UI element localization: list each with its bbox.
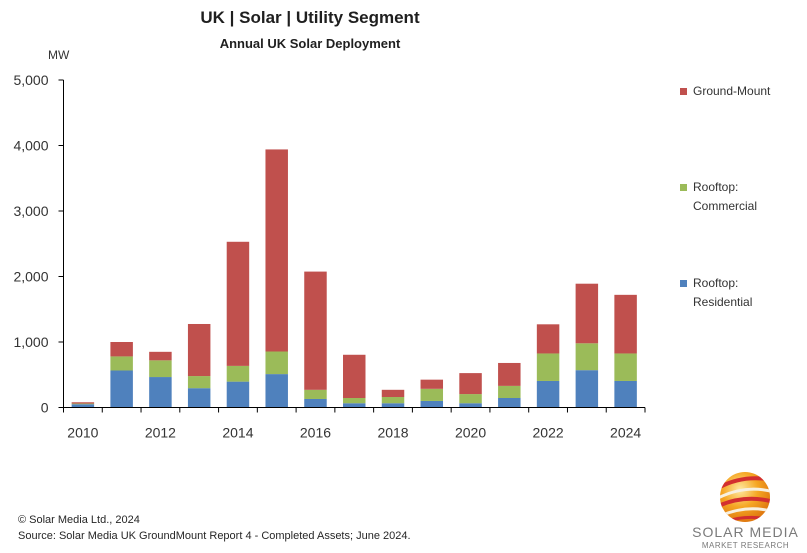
bar-rooftop-residential-2014 bbox=[226, 381, 250, 408]
x-tick-label-2024: 2024 bbox=[610, 425, 641, 441]
legend-label: Rooftop: bbox=[693, 180, 739, 194]
legend-item-rooftop-commercial: Rooftop: Commercial bbox=[680, 178, 757, 216]
bar-ground-mount-2019 bbox=[420, 379, 444, 389]
y-tick-label: 4,000 bbox=[13, 138, 48, 154]
bar-rooftop-residential-2019 bbox=[420, 400, 444, 408]
bar-rooftop-commercial-2021 bbox=[498, 385, 521, 398]
y-axis-unit-label: MW bbox=[48, 48, 70, 62]
bar-rooftop-commercial-2018 bbox=[381, 397, 405, 404]
bar-rooftop-residential-2024 bbox=[614, 380, 637, 408]
bar-ground-mount-2021 bbox=[498, 362, 521, 386]
bar-ground-mount-2010 bbox=[71, 402, 95, 404]
legend-label: Rooftop: bbox=[693, 276, 739, 290]
legend-swatch-ground-mount bbox=[680, 88, 687, 95]
x-tick-label-2020: 2020 bbox=[455, 425, 486, 441]
bar-rooftop-commercial-2023 bbox=[575, 343, 599, 371]
bar-rooftop-residential-2022 bbox=[536, 380, 560, 408]
bar-ground-mount-2018 bbox=[381, 389, 405, 398]
y-tick-label: 2,000 bbox=[13, 269, 48, 285]
x-tick-label-2016: 2016 bbox=[300, 425, 331, 441]
bar-rooftop-residential-2021 bbox=[498, 398, 521, 408]
bar-rooftop-commercial-2019 bbox=[420, 388, 444, 401]
legend-label: Ground-Mount bbox=[693, 84, 771, 98]
bar-rooftop-commercial-2013 bbox=[187, 376, 211, 389]
x-tick-label-2012: 2012 bbox=[145, 425, 176, 441]
y-tick-label: 3,000 bbox=[13, 203, 48, 219]
logo-tagline: MARKET RESEARCH bbox=[701, 541, 790, 550]
bar-ground-mount-2017 bbox=[343, 354, 366, 398]
y-tick-label: 0 bbox=[41, 400, 49, 416]
bar-ground-mount-2023 bbox=[575, 283, 599, 344]
bar-ground-mount-2013 bbox=[187, 323, 211, 377]
bar-rooftop-residential-2013 bbox=[187, 388, 211, 408]
logo-name: SOLAR MEDIA bbox=[692, 524, 799, 540]
bar-rooftop-commercial-2024 bbox=[614, 353, 637, 381]
bar-rooftop-commercial-2022 bbox=[536, 353, 560, 381]
bar-rooftop-residential-2023 bbox=[575, 370, 599, 408]
axes-group: 0 1,000 2,000 3,000 4,000 5,000 2010 2012 2014 20… bbox=[13, 72, 646, 441]
legend-item-ground-mount: Ground-Mount bbox=[680, 82, 770, 101]
bar-rooftop-commercial-2016 bbox=[304, 389, 327, 399]
bar-rooftop-commercial-2014 bbox=[226, 365, 250, 382]
legend-label-line2: Commercial bbox=[693, 199, 758, 213]
bar-ground-mount-2022 bbox=[536, 324, 560, 354]
bar-ground-mount-2011 bbox=[110, 342, 133, 357]
y-tick-label: 5,000 bbox=[13, 72, 48, 88]
chart-subtitle: Annual UK Solar Deployment bbox=[219, 36, 401, 51]
bar-rooftop-residential-2016 bbox=[304, 398, 327, 408]
bar-ground-mount-2015 bbox=[265, 149, 288, 352]
bars-group bbox=[71, 149, 637, 408]
legend-label-line2: Residential bbox=[693, 295, 753, 309]
bar-rooftop-residential-2018 bbox=[381, 403, 405, 408]
bar-rooftop-commercial-2015 bbox=[265, 351, 288, 375]
bar-rooftop-commercial-2017 bbox=[343, 398, 366, 404]
chart-title: UK | Solar | Utility Segment bbox=[200, 8, 420, 27]
bar-rooftop-residential-2011 bbox=[110, 370, 133, 408]
legend-item-rooftop-residential: Rooftop: Residential bbox=[680, 274, 752, 312]
bar-rooftop-residential-2017 bbox=[343, 403, 366, 408]
legend-swatch-rooftop-residential bbox=[680, 280, 687, 287]
y-tick-label: 1,000 bbox=[13, 334, 48, 350]
copyright-note: © Solar Media Ltd., 2024 bbox=[18, 514, 140, 526]
bar-rooftop-residential-2012 bbox=[149, 377, 172, 408]
solar-media-logo: SOLAR MEDIA MARKET RESEARCH bbox=[688, 466, 803, 551]
bar-ground-mount-2014 bbox=[226, 241, 250, 366]
bar-ground-mount-2012 bbox=[149, 351, 172, 361]
legend-swatch-rooftop-commercial bbox=[680, 184, 687, 191]
bar-rooftop-residential-2020 bbox=[459, 403, 482, 408]
bar-ground-mount-2016 bbox=[304, 271, 327, 390]
bar-rooftop-residential-2010 bbox=[71, 404, 95, 408]
bar-rooftop-commercial-2020 bbox=[459, 394, 482, 404]
sphere-logo-icon bbox=[720, 472, 770, 522]
bar-rooftop-commercial-2012 bbox=[149, 360, 172, 378]
source-note: Source: Solar Media UK GroundMount Repor… bbox=[18, 530, 411, 542]
x-tick-label-2014: 2014 bbox=[222, 425, 253, 441]
bar-rooftop-residential-2015 bbox=[265, 374, 288, 408]
bar-rooftop-commercial-2011 bbox=[110, 356, 133, 371]
x-tick-label-2018: 2018 bbox=[377, 425, 408, 441]
x-tick-label-2022: 2022 bbox=[533, 425, 564, 441]
bar-ground-mount-2020 bbox=[459, 373, 482, 395]
x-tick-label-2010: 2010 bbox=[67, 425, 98, 441]
bar-rooftop-commercial-2010 bbox=[71, 403, 95, 405]
bar-ground-mount-2024 bbox=[614, 294, 637, 354]
